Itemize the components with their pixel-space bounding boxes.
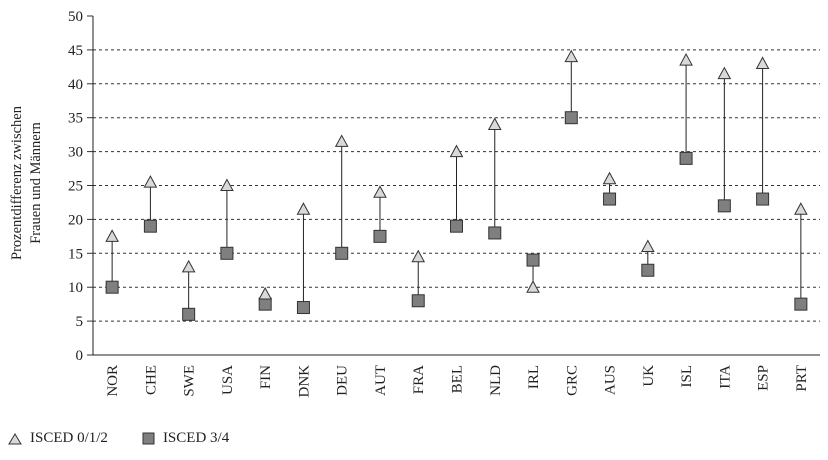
triangle-point (296, 202, 311, 215)
triangle-point (143, 175, 158, 188)
triangle-point (679, 53, 693, 66)
legend-item-isced34: ISCED 3/4 (142, 430, 229, 447)
triangle-point (487, 117, 502, 130)
square-point (105, 280, 119, 294)
square-point (641, 263, 655, 277)
y-axis-label-line1: Prozentdifferenz zwischen (9, 105, 25, 260)
x-tick-label: ISL (679, 365, 695, 388)
x-tick-label: BEL (450, 365, 466, 393)
y-axis-label-line2: Frauen und Männern (28, 121, 44, 243)
x-tick-label: FIN (258, 365, 274, 389)
square-point (717, 199, 731, 213)
legend: ISCED 0/1/2 ISCED 3/4 (8, 430, 263, 447)
triangle-point (373, 185, 387, 198)
legend-item-isced012: ISCED 0/1/2 (8, 430, 108, 447)
triangle-point (640, 239, 655, 253)
square-point (450, 219, 463, 233)
triangle-point (411, 249, 426, 263)
square-point (182, 307, 196, 321)
x-tick-label: FRA (411, 365, 427, 394)
legend-label-isced012: ISCED 0/1/2 (30, 430, 108, 446)
triangle-point (105, 229, 119, 242)
y-tick-label: 35 (68, 111, 83, 127)
triangle-point (794, 202, 808, 215)
y-tick-label: 10 (68, 280, 83, 296)
square-point (564, 111, 578, 125)
triangle-point (717, 66, 732, 80)
x-tick-label: NLD (488, 365, 504, 396)
square-marker-icon (142, 432, 155, 445)
y-tick-label: 30 (68, 145, 83, 161)
y-tick-label: 45 (68, 43, 83, 59)
y-tick-label: 25 (68, 179, 83, 195)
x-tick-label: PRT (794, 365, 810, 392)
triangle-point (334, 134, 349, 147)
x-tick-label: AUS (603, 365, 619, 395)
x-tick-label: ITA (717, 365, 733, 389)
square-point (603, 192, 617, 206)
x-tick-label: DEU (335, 365, 351, 396)
y-tick-label: 20 (68, 212, 83, 228)
triangle-point (181, 259, 196, 273)
legend-label-isced34: ISCED 3/4 (162, 430, 230, 446)
triangle-point (755, 56, 770, 69)
triangle-point (220, 178, 234, 191)
x-tick-label: GRC (564, 365, 580, 396)
x-axis-ticks: NOR CHE SWE USA FIN DNK DEU AUT FRA BEL NLD IRL GRC A… (105, 365, 810, 398)
x-tick-label: IRL (526, 365, 542, 389)
axes (92, 16, 820, 356)
x-tick-label: ESP (756, 365, 772, 391)
y-tick-label: 15 (68, 246, 83, 262)
square-point (488, 226, 502, 240)
triangle-point (602, 171, 617, 185)
x-tick-label: NOR (105, 365, 121, 397)
square-point (411, 294, 425, 308)
square-point (794, 297, 808, 311)
triangle-point (526, 280, 540, 293)
data-markers (105, 49, 808, 321)
triangle-marker-icon (8, 432, 22, 444)
square-point (373, 229, 387, 243)
square-point (679, 151, 693, 165)
x-tick-label: SWE (182, 365, 198, 397)
y-tick-label: 0 (76, 348, 84, 364)
triangle-point (449, 144, 464, 158)
square-point (296, 301, 310, 315)
square-point (220, 246, 234, 260)
x-tick-label: AUT (373, 365, 389, 396)
x-tick-label: UK (641, 365, 657, 387)
square-point (756, 192, 770, 206)
x-tick-label: USA (220, 365, 236, 395)
square-point (143, 219, 157, 233)
square-point (335, 246, 349, 260)
triangle-point (258, 286, 273, 300)
y-axis-ticks: 0 5 10 15 20 25 30 35 40 45 50 (68, 9, 93, 364)
gridlines (93, 49, 820, 322)
y-tick-label: 40 (68, 77, 83, 93)
x-tick-label: DNK (296, 365, 312, 398)
square-point (258, 297, 272, 311)
square-point (526, 253, 540, 267)
x-tick-label: CHE (143, 365, 159, 395)
triangle-point (564, 49, 579, 63)
y-tick-label: 50 (68, 9, 83, 25)
y-tick-label: 5 (76, 314, 84, 330)
